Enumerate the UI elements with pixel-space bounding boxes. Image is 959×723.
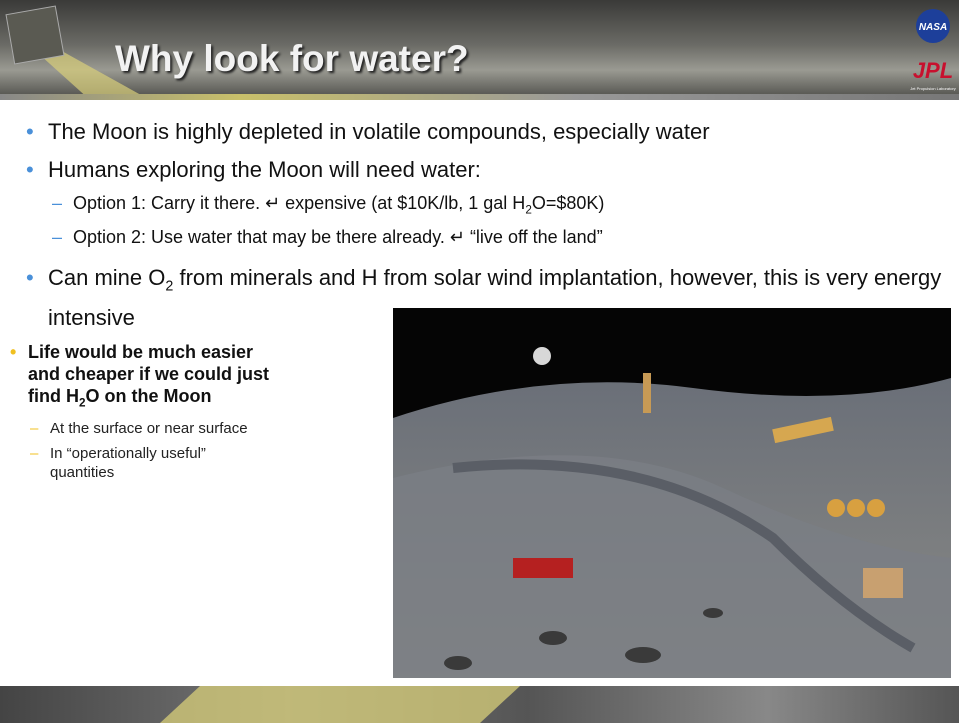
lunar-base-illustration <box>393 308 951 678</box>
nasa-logo: NASA <box>919 22 947 33</box>
text: Option 1: Carry it there. ↵ expensive (a… <box>73 193 525 213</box>
slide-title: Why look for water? <box>115 38 469 80</box>
text: Option 2: Use water that may be there al… <box>73 227 603 247</box>
bullet: Humans exploring the Moon will need wate… <box>22 156 948 184</box>
text: In “operationally useful” quantities <box>50 445 206 481</box>
slide: NASA JPL Jet Propulsion Laboratory Why l… <box>0 0 959 723</box>
sub-bullet: Option 2: Use water that may be there al… <box>48 227 603 248</box>
sub-bullet: Option 1: Carry it there. ↵ expensive (a… <box>48 193 604 217</box>
sub-bullet: At the surface or near surface <box>30 419 260 438</box>
jpl-caption: Jet Propulsion Laboratory <box>910 86 956 91</box>
text: O on the Moon <box>86 386 212 406</box>
jpl-logo: JPL <box>913 58 953 83</box>
highlight-bullet: Life would be much easier and cheaper if… <box>10 341 278 415</box>
header: NASA JPL Jet Propulsion Laboratory Why l… <box>0 0 959 100</box>
header-rim <box>0 94 959 100</box>
text: At the surface or near surface <box>50 420 248 437</box>
footer-art <box>0 686 959 723</box>
text: O=$80K) <box>532 193 605 213</box>
sub-bullet: In “operationally useful” quantities <box>30 444 260 482</box>
bullet: The Moon is highly depleted in volatile … <box>22 118 948 146</box>
footer <box>0 686 959 723</box>
bullet-text: The Moon is highly depleted in volatile … <box>48 119 710 144</box>
bullet-text: Humans exploring the Moon will need wate… <box>48 157 481 182</box>
text: Can mine O <box>48 265 165 290</box>
